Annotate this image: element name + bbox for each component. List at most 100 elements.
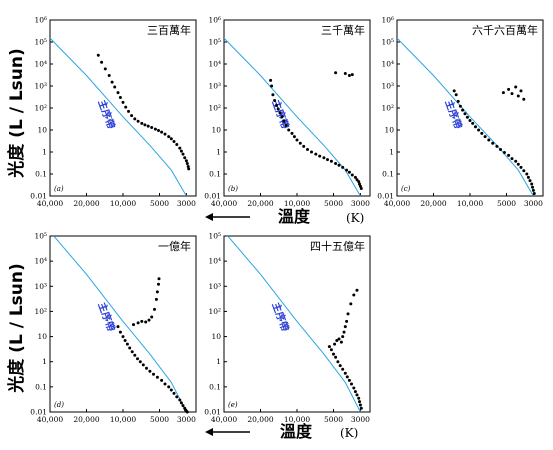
data-point [282,119,286,123]
data-point [326,158,329,162]
data-point [452,89,456,93]
x-axis-label-top: 溫度 [278,207,311,226]
x-axis-unit-bottom: (K) [340,426,358,440]
y-tick-label: 0.01 [204,408,221,417]
data-point [334,355,338,359]
data-point [121,335,125,339]
panel-title: 六千六百萬年 [472,23,538,37]
data-point [185,162,189,165]
y-tick-label: 1 [42,357,47,366]
data-point [314,152,318,156]
data-point [155,290,159,294]
y-tick-label: 0.01 [30,192,47,201]
data-point [160,130,164,134]
data-point [519,89,523,93]
data-point [178,398,182,402]
data-point [345,319,349,323]
y-tick-label: 10⁴ [34,257,47,266]
panel-title: 三千萬年 [321,23,365,37]
data-point [507,153,511,157]
data-point [269,78,273,82]
data-point [350,73,354,77]
y-tick-label: 1 [389,148,394,157]
data-point [133,353,137,357]
data-point [501,91,505,95]
data-point [454,93,458,97]
y-axis-label-bottom: 光度 (L / Lsun) [6,263,27,394]
main-sequence-label: 主序帶 [95,300,117,333]
main-sequence-label: 主序帶 [269,300,291,333]
data-point [343,72,347,75]
data-point [329,159,333,163]
data-point [343,371,347,375]
data-point [116,325,120,329]
data-point [507,87,511,91]
data-point [358,400,361,404]
data-point [144,320,148,324]
data-point [318,154,322,158]
data-point [352,386,356,390]
data-point [280,115,284,119]
data-point [175,143,179,146]
data-point [347,74,351,77]
data-point [163,382,167,386]
data-point [516,94,520,98]
y-tick-label: 0.1 [209,382,221,391]
data-point [359,406,363,410]
y-tick-label: 10⁵ [208,232,221,241]
panel-title: 一億年 [158,239,191,253]
data-point [181,152,185,156]
y-tick-label: 10⁶ [208,16,221,25]
data-point [276,107,280,111]
data-point [278,111,282,115]
x-tick-label: 40,000 [384,199,410,208]
x-tick-label: 10,000 [457,199,483,208]
data-point [128,346,132,350]
data-point [295,138,299,142]
data-point [531,188,535,192]
data-point [136,357,139,361]
data-point [118,96,122,99]
data-point [339,340,343,344]
data-point [100,60,104,64]
data-point [358,184,362,188]
data-point [178,146,182,150]
x-tick-label: 20,000 [73,199,99,208]
x-axis-label-bottom-group: 溫度 (K) [205,422,358,441]
x-tick-label: 5000 [497,199,516,208]
data-point [522,169,526,173]
data-point [113,85,117,89]
data-point [491,141,495,145]
data-point [346,312,350,316]
x-axis-unit-top: (K) [346,211,364,225]
data-point [184,159,188,163]
x-tick-label: 3000 [177,415,196,424]
data-point [502,151,506,154]
data-point [341,367,345,371]
y-tick-label: 10⁵ [34,232,47,241]
data-point [463,112,467,116]
data-point [343,325,347,329]
x-tick-label: 5000 [324,415,343,424]
x-tick-label: 3000 [177,199,196,208]
data-point [130,350,134,354]
data-point [352,293,356,297]
data-point [514,159,518,163]
data-point [125,342,129,346]
data-point [185,410,189,414]
y-tick-label: 10² [34,104,47,113]
data-point [270,84,274,88]
data-point [140,319,144,323]
data-point [345,168,349,172]
data-point [337,337,341,341]
data-point [474,125,477,129]
y-tick-label: 10⁶ [381,16,394,25]
y-tick-label: 10² [381,104,394,113]
x-tick-label: 20,000 [247,415,273,424]
y-tick-label: 1 [42,148,47,157]
y-tick-label: 10³ [34,282,47,291]
data-point [338,364,342,368]
main-sequence-line [227,236,361,412]
